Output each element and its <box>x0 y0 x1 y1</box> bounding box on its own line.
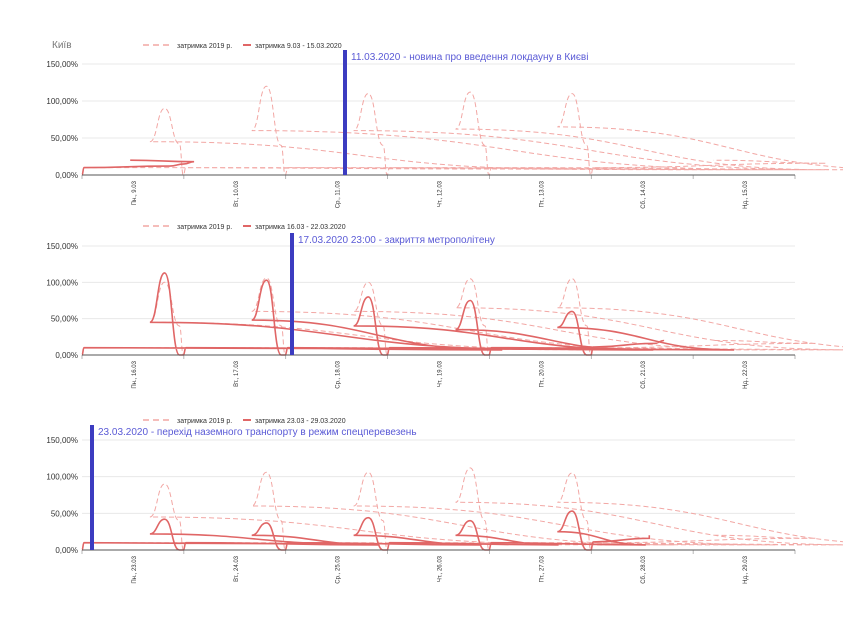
chart-panel-3: 0,00% 50,00% 100,00% 150,00% Пн., 23.03 Вт., … <box>46 418 843 584</box>
x-tick-label: Пн., 23.03 <box>132 555 138 583</box>
x-tick-label: Пн., 16.03 <box>132 360 138 388</box>
legend-label-baseline: затримка 2019 р. <box>177 418 232 425</box>
x-tick-label: Ср., 25.03 <box>336 555 342 583</box>
series-line-baseline <box>81 277 843 356</box>
y-tick-label: 150,00% <box>46 60 78 69</box>
x-tick-label: Пт., 20.03 <box>539 360 545 387</box>
series-line-baseline <box>81 85 843 176</box>
x-tick-label: Сб., 21.03 <box>641 360 647 388</box>
event-label: 11.03.2020 - новина про введення локдаун… <box>351 52 588 63</box>
event-marker <box>343 50 347 175</box>
chart-panel-2: 0,00% 50,00% 100,00% 150,00% Пн., 16.03 Вт., … <box>46 224 843 389</box>
series-line-baseline <box>81 467 843 551</box>
x-tick-label: Чт., 26.03 <box>438 555 444 582</box>
y-tick-label: 50,00% <box>51 509 78 518</box>
y-tick-label: 150,00% <box>46 436 78 445</box>
y-tick-label: 150,00% <box>46 242 78 251</box>
chart-panel-1: 0,00% 50,00% 100,00% 150,00% Пн., 9.03 Вт., 1… <box>46 43 843 209</box>
x-tick-label: Чт., 19.03 <box>438 360 444 387</box>
y-tick-label: 0,00% <box>55 546 78 555</box>
y-tick-label: 50,00% <box>51 134 78 143</box>
legend-label-baseline: затримка 2019 р. <box>177 43 232 50</box>
event-marker <box>90 425 94 550</box>
x-tick-label: Пт., 27.03 <box>539 555 545 582</box>
x-tick-label: Вт., 10.03 <box>234 180 240 207</box>
series-line-current <box>81 510 651 551</box>
x-tick-label: Ср., 11.03 <box>336 180 342 208</box>
x-tick-label: Нд., 15.03 <box>743 180 749 209</box>
y-tick-label: 0,00% <box>55 171 78 180</box>
x-tick-label: Пн., 9.03 <box>132 180 138 205</box>
y-tick-label: 100,00% <box>46 97 78 106</box>
x-tick-label: Нд., 29.03 <box>743 555 749 584</box>
series-line-current <box>81 272 735 356</box>
legend-label-current: затримка 23.03 - 29.03.2020 <box>255 418 346 425</box>
y-tick-label: 0,00% <box>55 351 78 360</box>
event-label: 17.03.2020 23:00 - закриття метрополітен… <box>298 235 495 246</box>
y-tick-label: 100,00% <box>46 278 78 287</box>
event-label: 23.03.2020 - перехід наземного транспорт… <box>98 427 417 438</box>
x-tick-label: Ср., 18.03 <box>336 360 342 388</box>
legend-label-baseline: затримка 2019 р. <box>177 224 232 231</box>
event-marker <box>290 233 294 355</box>
x-tick-label: Сб., 14.03 <box>641 180 647 208</box>
legend-label-current: затримка 9.03 - 15.03.2020 <box>255 43 342 50</box>
legend-label-current: затримка 16.03 - 22.03.2020 <box>255 224 346 231</box>
x-tick-label: Вт., 24.03 <box>234 555 240 582</box>
y-tick-label: 100,00% <box>46 473 78 482</box>
y-tick-label: 50,00% <box>51 315 78 324</box>
x-tick-label: Вт., 17.03 <box>234 360 240 387</box>
x-tick-label: Нд., 22.03 <box>743 360 749 389</box>
city-label: Київ <box>52 40 72 51</box>
x-tick-label: Чт., 12.03 <box>438 180 444 207</box>
x-tick-label: Сб., 28.03 <box>641 555 647 583</box>
series-line-current <box>81 159 195 176</box>
x-tick-label: Пт., 13.03 <box>539 180 545 207</box>
